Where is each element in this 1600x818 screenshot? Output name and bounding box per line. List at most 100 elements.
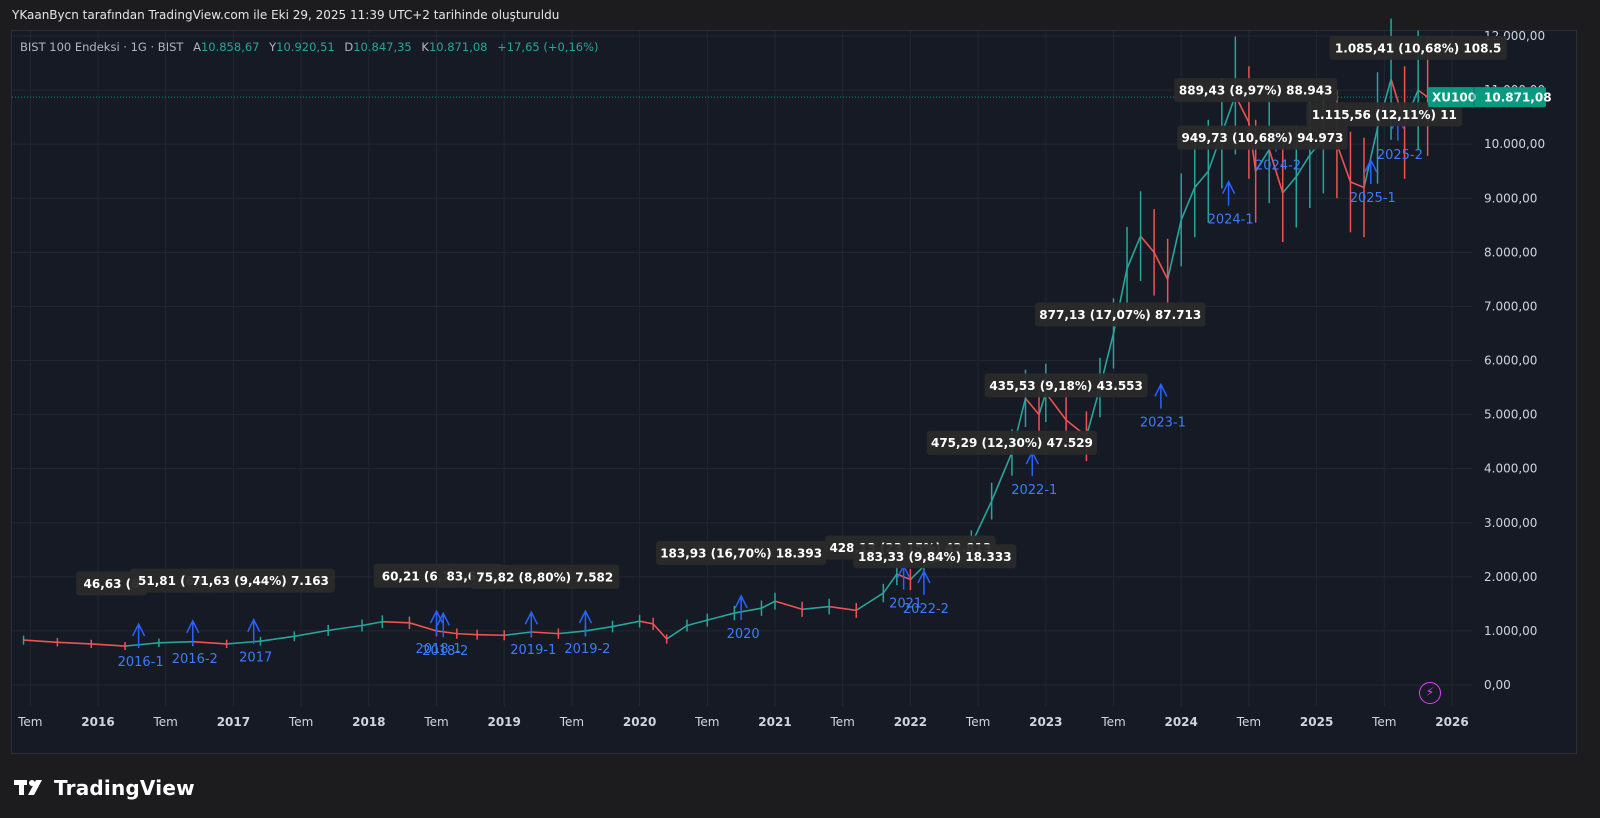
symbol-legend: BIST 100 Endeksi · 1G · BIST A10.858,67 … <box>20 40 599 54</box>
price-line-segment <box>1194 170 1209 188</box>
price-line-segment <box>1166 219 1182 280</box>
tv-logo-icon <box>14 780 42 795</box>
period-arrow-icon <box>1221 179 1236 206</box>
price-line-segment <box>23 639 58 644</box>
period-label: 2019-1 <box>510 643 556 658</box>
price-line-segment <box>1363 127 1379 188</box>
x-tick-label: Tem <box>965 715 990 729</box>
period-label: 2018-2 <box>422 644 468 659</box>
chart-panel[interactable] <box>11 30 1577 754</box>
period-label: 2017 <box>239 651 272 666</box>
x-tick-label: 2020 <box>623 715 656 729</box>
price-line-segment <box>1350 181 1365 189</box>
high-value: 10.920,51 <box>276 40 335 54</box>
price-line-segment <box>1180 187 1196 221</box>
y-tick-label: 0,00 <box>1484 678 1511 692</box>
period-label: 2019-2 <box>564 642 610 657</box>
price-line-segment <box>802 605 830 611</box>
x-tick-label: 2025 <box>1300 715 1333 729</box>
x-tick-label: Tem <box>17 715 42 729</box>
measure-label-text: 183,93 (16,70%) 18.393 <box>660 547 822 561</box>
price-line-segment <box>1024 397 1040 416</box>
price-line-segment <box>652 623 668 640</box>
period-label: 2024-2 <box>1255 159 1301 174</box>
measure-label-box <box>1174 78 1338 103</box>
period-arrow-icon <box>1154 382 1168 409</box>
measure-label-box <box>656 541 827 566</box>
x-tick-label: Tem <box>559 715 584 729</box>
y-tick-label: 5.000,00 <box>1484 408 1537 422</box>
y-tick-label: 7.000,00 <box>1484 299 1537 313</box>
price-line-segment <box>1282 176 1297 194</box>
low-label: D <box>344 40 354 54</box>
period-label: 2022-2 <box>903 602 949 617</box>
price-line-segment <box>226 640 261 645</box>
measure-label-box <box>1177 125 1348 150</box>
symbol-name[interactable]: BIST 100 Endeksi · 1G · BIST <box>20 40 184 54</box>
price-line-segment <box>558 630 586 635</box>
x-tick-label: 2024 <box>1164 715 1197 729</box>
measure-label-box <box>1035 302 1206 327</box>
price-line-segment <box>855 592 884 612</box>
price-line-segment <box>504 631 532 637</box>
period-arrow-icon <box>1364 158 1378 185</box>
measure-label-box <box>853 544 1017 569</box>
price-line-segment <box>734 607 762 614</box>
price-line-segment <box>1126 235 1142 269</box>
period-label: 2025-1 <box>1350 191 1396 206</box>
x-tick-label: Tem <box>153 715 178 729</box>
chart-credit-title: YKaanBycn tarafından TradingView.com ile… <box>12 8 560 22</box>
price-line-segment <box>882 573 898 594</box>
measure-label-text: 877,13 (17,07%) 87.713 <box>1039 308 1201 322</box>
period-label: 2021 <box>889 597 922 612</box>
x-tick-label: Tem <box>694 715 719 729</box>
price-line-segment <box>686 619 708 627</box>
y-tick-label: 10.000,00 <box>1484 137 1545 151</box>
price-line-segment <box>382 620 410 624</box>
period-label: 2020 <box>727 627 760 642</box>
x-tick-label: 2017 <box>217 715 250 729</box>
price-line-segment <box>1336 143 1352 183</box>
measure-label-text: 75,82 (8,80%) 7.582 <box>476 570 613 584</box>
y-tick-label: 4.000,00 <box>1484 462 1537 476</box>
period-arrow-icon <box>131 622 146 649</box>
period-label: 2024-1 <box>1208 213 1254 228</box>
measure-label-box <box>470 564 620 589</box>
measure-label-text: 183,33 (9,84%) 18.333 <box>858 550 1012 564</box>
price-line-segment <box>125 642 160 647</box>
price-line-segment <box>829 605 857 612</box>
price-line-segment <box>409 622 437 632</box>
price-tag-ticker: XU100 <box>1432 91 1476 105</box>
measure-label-box <box>926 430 1098 455</box>
lightning-icon[interactable]: ⚡ <box>1419 682 1441 704</box>
price-line-segment <box>1295 154 1311 178</box>
high-label: Y <box>269 40 277 54</box>
period-arrow-icon <box>436 611 450 638</box>
measure-label-box <box>373 563 459 588</box>
x-tick-label: Tem <box>288 715 313 729</box>
x-tick-label: Tem <box>1100 715 1125 729</box>
price-line-segment <box>585 625 613 632</box>
period-arrow-icon <box>917 569 931 596</box>
x-tick-label: 2019 <box>487 715 520 729</box>
y-tick-label: 9.000,00 <box>1484 191 1537 205</box>
x-tick-label: 2026 <box>1435 715 1468 729</box>
measure-label-text: 1.085,41 (10,68%) 108.5 <box>1335 41 1501 55</box>
period-arrow-icon <box>734 594 748 620</box>
period-arrow-icon <box>247 618 261 644</box>
price-line-segment <box>158 640 193 644</box>
y-tick-label: 6.000,00 <box>1484 354 1537 368</box>
price-line-segment <box>361 620 383 627</box>
price-tag-value: 10.871,08 <box>1484 91 1552 105</box>
x-tick-label: 2016 <box>81 715 114 729</box>
low-value: 10.847,35 <box>353 40 412 54</box>
measure-label-text: 46,63 (6 <box>84 577 140 591</box>
price-line-segment <box>1254 149 1270 172</box>
close-label: K <box>421 40 429 54</box>
price-line-segment <box>1153 251 1169 280</box>
price-line-segment <box>612 620 640 628</box>
price-line-segment <box>260 635 295 642</box>
period-label: 2022-1 <box>1011 483 1057 498</box>
price-line-segment <box>1268 149 1284 194</box>
